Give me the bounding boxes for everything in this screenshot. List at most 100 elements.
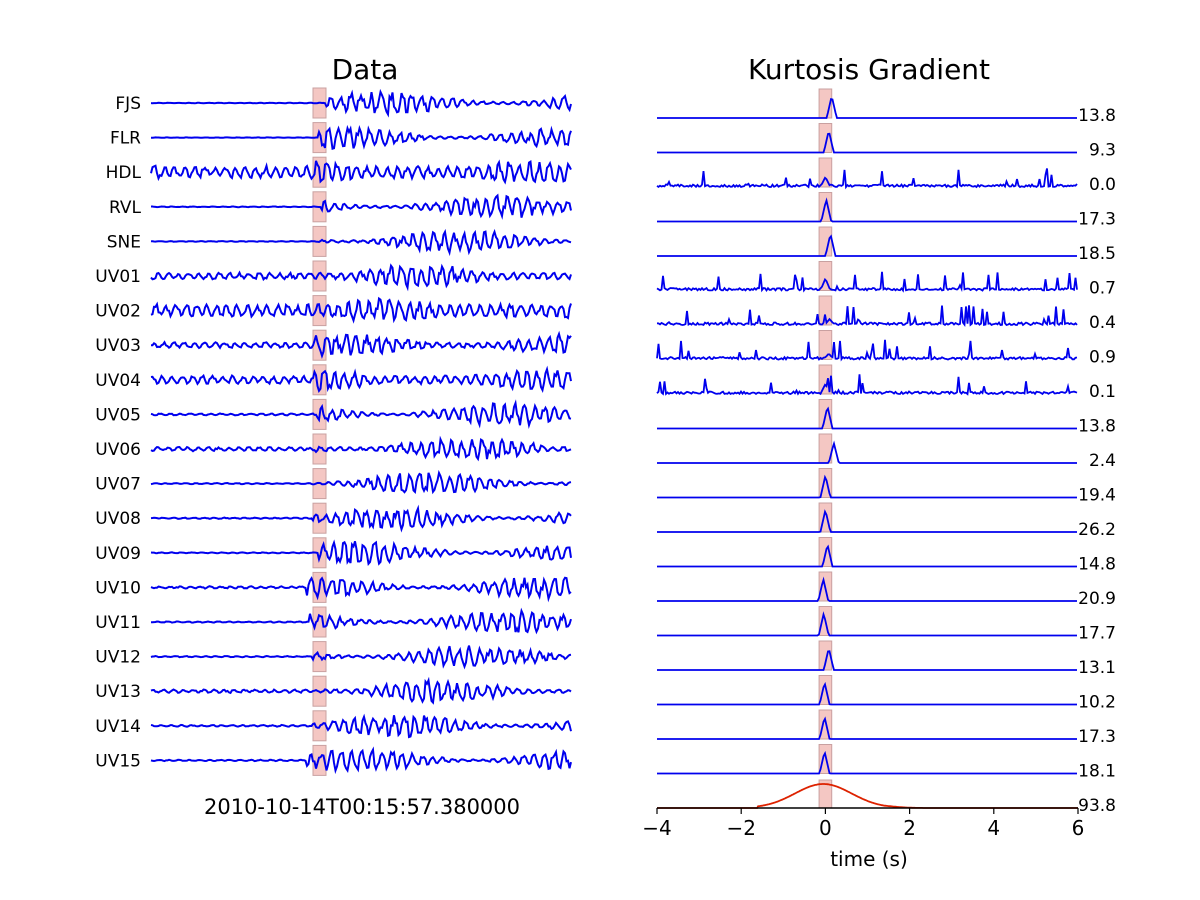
kurtosis-value-label: 0.7 [1089, 279, 1116, 299]
pick-window [818, 295, 833, 326]
kurtosis-trace [657, 650, 1077, 671]
seismogram-trace [150, 746, 572, 775]
pick-window [818, 640, 833, 671]
seismogram-trace [150, 399, 572, 429]
kurtosis-trace [656, 168, 1078, 190]
seismogram-trace [150, 713, 572, 739]
kurtosis-trace [657, 440, 1077, 464]
seismogram-trace [150, 365, 572, 393]
station-label: UV09 [95, 544, 141, 564]
data-panel-title: Data [332, 53, 399, 86]
kurtosis-trace [657, 576, 1077, 602]
seismogram-trace [150, 88, 572, 118]
station-label: UV02 [95, 302, 141, 322]
kurtosis-value-label: 0.1 [1089, 382, 1116, 402]
kurtosis-value-label: 17.7 [1078, 624, 1116, 644]
station-label: UV01 [95, 267, 141, 287]
kurtosis-value-label: 0.9 [1089, 348, 1116, 368]
station-label: UV05 [95, 405, 141, 425]
pick-window [818, 157, 833, 188]
kurtosis-trace [657, 406, 1077, 430]
kurtosis-trace [657, 234, 1077, 257]
pick-window [818, 330, 833, 360]
kurtosis-value-label: 18.5 [1078, 244, 1116, 264]
station-label: SNE [107, 232, 141, 252]
origin-time-label: 2010-10-14T00:15:57.380000 [204, 795, 520, 819]
kurtosis-trace [656, 339, 1078, 362]
kurtosis-trace [657, 611, 1077, 637]
seismogram-trace [151, 607, 572, 635]
station-label: UV06 [95, 440, 141, 460]
seismogram-trace [150, 676, 572, 705]
seismogram-trace [150, 296, 572, 324]
station-label: HDL [106, 163, 142, 183]
station-label: FLR [110, 129, 141, 149]
kurtosis-value-label: 19.4 [1078, 486, 1116, 506]
station-label: UV10 [95, 578, 141, 598]
kurtosis-value-label: 13.1 [1078, 658, 1116, 678]
kurtosis-value-label: 14.8 [1078, 555, 1116, 575]
kurtosis-panel-title: Kurtosis Gradient [748, 53, 990, 86]
station-label: FJS [115, 94, 141, 114]
kurtosis-trace [657, 509, 1077, 533]
kurtosis-trace [656, 305, 1078, 327]
kurtosis-value-label: 17.3 [1078, 210, 1116, 230]
x-axis-label: time (s) [830, 847, 908, 871]
station-label: UV08 [95, 509, 141, 529]
seismogram-trace [150, 504, 572, 533]
kurtosis-trace [657, 716, 1077, 740]
x-tick-label: 0 [819, 816, 832, 840]
pick-window [312, 606, 327, 638]
station-label: RVL [109, 198, 142, 218]
seismogram-trace [150, 263, 572, 292]
seismogram-trace [150, 159, 572, 185]
kurtosis-value-label: 9.3 [1089, 141, 1116, 161]
station-label: UV07 [95, 475, 141, 495]
kurtosis-value-label: 20.9 [1078, 589, 1116, 609]
kurtosis-trace [656, 374, 1078, 396]
pick-window [312, 433, 327, 465]
pick-window [818, 123, 833, 153]
seismogram-trace [151, 193, 572, 220]
kurtosis-value-label: 10.2 [1078, 693, 1116, 713]
pick-window [818, 226, 833, 257]
kurtosis-trace [656, 271, 1078, 293]
station-label: UV04 [95, 371, 141, 391]
stack-value-label: 93.8 [1078, 796, 1116, 816]
kurtosis-value-label: 13.8 [1078, 106, 1116, 126]
kurtosis-value-label: 18.1 [1078, 762, 1116, 782]
seismogram-trace [150, 645, 572, 670]
seismogram-trace [150, 469, 572, 495]
data-panel: FJS FLR HDL RVL SNE UV01 UV02 UV03 UV04 UV05 UV06 U… [95, 87, 572, 776]
seismogram-trace [150, 228, 572, 257]
kurtosis-trace [657, 474, 1077, 499]
station-label: UV11 [95, 613, 141, 633]
seismogram-trace [150, 539, 572, 566]
pick-window [818, 261, 833, 291]
kurtosis-value-label: 26.2 [1078, 520, 1116, 540]
kurtosis-value-label: 2.4 [1089, 451, 1116, 471]
station-label: UV15 [95, 751, 141, 771]
x-tick-label: 4 [987, 816, 1000, 840]
x-tick-label: 6 [1072, 816, 1085, 840]
kurtosis-trace [657, 544, 1077, 568]
seismogram-trace [151, 124, 572, 151]
kurtosis-trace [657, 97, 1077, 119]
kurtosis-trace [657, 197, 1077, 223]
seismogram-trace [151, 330, 572, 359]
station-label: UV13 [95, 682, 141, 702]
kurtosis-trace [657, 681, 1077, 706]
station-label: UV03 [95, 336, 141, 356]
kurtosis-panel: 13.8 9.3 0.0 17.3 18.5 0.7 0.4 0.9 0.1 13.8 2.4 19.… [642, 88, 1116, 840]
kurtosis-trace [657, 132, 1077, 154]
kurtosis-value-label: 17.3 [1078, 727, 1116, 747]
seismogram-trace [150, 576, 572, 603]
kurtosis-value-label: 0.4 [1089, 313, 1116, 333]
kurtosis-value-label: 13.8 [1078, 417, 1116, 437]
station-label: UV12 [95, 648, 141, 668]
stack-trace [657, 783, 1078, 809]
x-tick-label: 2 [903, 816, 916, 840]
x-tick-label: −2 [726, 816, 755, 840]
seismogram-trace [150, 435, 572, 462]
